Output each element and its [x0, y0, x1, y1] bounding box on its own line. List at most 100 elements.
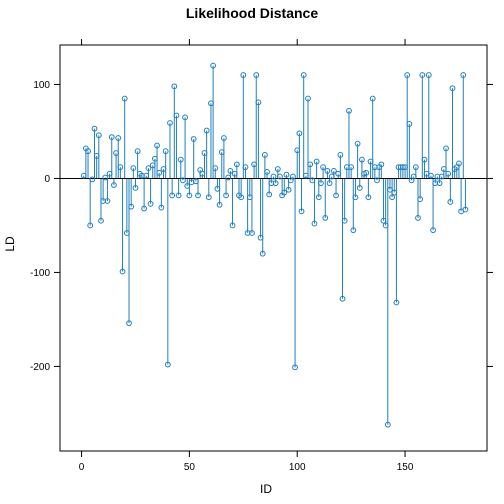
- data-point: [309, 177, 316, 184]
- data-point: [259, 250, 266, 257]
- data-point: [128, 203, 135, 210]
- data-point: [380, 217, 387, 224]
- data-point: [378, 161, 385, 168]
- data-point: [214, 185, 221, 192]
- data-point: [270, 173, 277, 180]
- data-point: [274, 166, 281, 172]
- data-point: [298, 208, 305, 215]
- data-point: [285, 186, 292, 193]
- data-point: [203, 127, 210, 134]
- data-point: [290, 173, 296, 180]
- data-point: [330, 168, 337, 174]
- data-point: [367, 158, 374, 165]
- data-point: [134, 148, 141, 155]
- data-point: [162, 148, 169, 155]
- data-point: [456, 160, 462, 167]
- data-point: [447, 199, 454, 205]
- data-point: [117, 164, 124, 171]
- data-point: [318, 180, 324, 187]
- data-point: [195, 192, 201, 199]
- data-point: [180, 177, 186, 184]
- data-point: [410, 173, 417, 180]
- data-point: [460, 72, 467, 78]
- data-point: [164, 361, 171, 368]
- data-point: [428, 172, 434, 179]
- data-point: [348, 164, 355, 171]
- data-point: [190, 136, 197, 142]
- data-point: [359, 156, 365, 163]
- data-point: [102, 174, 109, 181]
- data-point: [212, 165, 219, 172]
- data-point: [141, 205, 148, 212]
- x-tick-label: 100: [289, 462, 306, 473]
- data-point: [173, 112, 180, 119]
- data-point: [210, 62, 217, 69]
- data-point: [326, 180, 333, 187]
- data-point: [257, 234, 264, 241]
- data-point: [462, 206, 469, 213]
- data-point: [322, 215, 329, 221]
- data-point: [175, 192, 182, 199]
- data-point: [108, 134, 115, 141]
- data-point: [324, 168, 331, 174]
- data-point: [121, 95, 128, 102]
- data-point: [391, 189, 398, 196]
- data-point: [201, 150, 208, 156]
- data-point: [91, 125, 98, 132]
- data-point: [158, 204, 165, 211]
- data-point: [255, 99, 262, 106]
- data-point: [182, 114, 188, 121]
- data-point: [300, 72, 307, 78]
- data-point: [130, 165, 137, 172]
- data-point: [404, 72, 411, 78]
- y-axis-label: LD: [3, 236, 17, 252]
- data-point: [151, 155, 158, 162]
- data-point: [277, 173, 283, 180]
- data-point: [231, 170, 238, 177]
- data-point: [363, 169, 370, 176]
- data-point: [335, 170, 342, 177]
- data-point: [283, 171, 290, 178]
- data-point: [93, 152, 100, 159]
- data-point: [119, 268, 126, 275]
- x-tick-label: 50: [184, 462, 196, 473]
- data-point: [171, 83, 178, 90]
- data-point: [302, 172, 309, 179]
- data-point: [246, 194, 253, 201]
- data-point: [382, 222, 389, 229]
- axis-ticks: 0 50 100 150 -200 -100 0 100: [30, 39, 493, 473]
- data-point: [393, 299, 400, 306]
- data-point: [249, 230, 255, 236]
- data-point: [149, 162, 156, 169]
- data-point: [104, 198, 111, 204]
- data-point: [445, 170, 452, 177]
- y-tick-label: 100: [33, 80, 50, 91]
- data-point: [449, 85, 456, 92]
- data-point: [296, 130, 303, 137]
- data-point: [337, 152, 344, 158]
- data-point: [261, 152, 268, 158]
- y-tick-label: -100: [30, 268, 50, 279]
- data-point: [399, 164, 406, 171]
- data-point: [169, 192, 176, 199]
- data-point: [167, 120, 173, 126]
- data-point: [177, 156, 184, 163]
- data-point: [419, 72, 426, 78]
- data-point: [406, 121, 413, 127]
- data-point: [369, 95, 376, 102]
- data-point: [242, 164, 249, 171]
- data-point: [389, 194, 396, 201]
- data-point: [350, 227, 357, 234]
- data-point: [233, 161, 240, 168]
- data-point: [80, 172, 87, 179]
- data-point: [352, 194, 359, 201]
- data-point: [421, 156, 428, 163]
- data-point: [387, 186, 393, 193]
- data-point: [240, 72, 247, 78]
- data-point: [412, 164, 419, 171]
- data-point: [113, 150, 119, 156]
- data-point: [220, 135, 227, 141]
- data-point: [264, 168, 270, 175]
- data-point: [417, 196, 424, 203]
